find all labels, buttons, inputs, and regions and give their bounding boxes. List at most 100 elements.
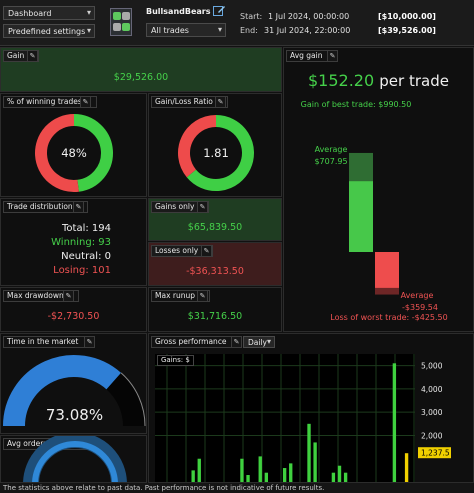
end-date: 31 Jul 2024, 22:00:00: [264, 26, 351, 35]
winning-trades: Winning: 93: [51, 237, 111, 248]
gain-bar: [197, 458, 201, 482]
gain-bar: [343, 472, 348, 482]
time-in-market-rest: [106, 372, 145, 427]
max-runup-panel: Max runup ✎ $31,716.50: [148, 287, 282, 332]
panel-title: % of winning trades: [3, 96, 97, 108]
gross-performance-chart: 2,000 3,000 4,000 5,000 1,237.5: [155, 354, 451, 482]
panel-title: Gain/Loss Ratio: [151, 96, 228, 108]
average-loss-label: Average: [401, 291, 434, 300]
chevron-down-icon: ▾: [86, 26, 91, 35]
panel-title: Losses only: [151, 245, 214, 257]
avg-orders-panel: Avg orders exec/day ✎: [0, 435, 147, 483]
gross-performance-panel: Gross performance ✎ Daily ▾ 2,000 3,000 4,…: [148, 333, 474, 483]
avg-orders-gauge: [23, 436, 127, 482]
time-in-market-value: 73.08%: [45, 406, 104, 424]
worst-trade-bar: [375, 287, 399, 295]
y-tick-label: 3,000: [421, 408, 443, 417]
gain-bar: [240, 458, 244, 482]
last-value-label: 1,237.5: [421, 449, 450, 458]
pin-icon[interactable]: ✎: [197, 201, 208, 213]
panel-title: Max runup: [151, 290, 210, 302]
total-trades: Total: 194: [62, 223, 111, 234]
disclaimer: The statistics above relate to past data…: [0, 483, 474, 493]
gain-loss-value: 1.81: [203, 146, 229, 160]
gain-bar: [313, 442, 317, 482]
panel-title: Gains only: [151, 201, 210, 213]
view-select[interactable]: Dashboard ▾: [3, 6, 95, 20]
start-label: Start:: [240, 12, 263, 21]
avg-gain-panel: Avg gain ✎ $152.20 per trade Gain of bes…: [283, 47, 474, 332]
losing-trades: Losing: 101: [53, 265, 111, 276]
gain-bar: [404, 453, 409, 482]
gain-bar: [258, 456, 262, 482]
trade-distribution-panel: Trade distribution ✎ Total: 194 Winning:…: [0, 198, 147, 286]
average-loss-bar: [375, 252, 399, 288]
time-in-market-fill: [3, 355, 122, 427]
max-runup-value: $31,716.50: [187, 311, 243, 322]
average-win-value: $707.95: [314, 157, 347, 166]
win-percent-panel: % of winning trades ✎ 48%: [0, 93, 147, 197]
average-loss-value: -$359.54: [402, 303, 438, 312]
end-value: [$39,526.00]: [378, 26, 436, 35]
neutral-trades: Neutral: 0: [61, 251, 111, 262]
y-tick-label: 4,000: [421, 385, 443, 394]
strategy-icon[interactable]: [110, 8, 132, 36]
worst-trade-label: Loss of worst trade: -$425.50: [330, 313, 447, 322]
avg-gain-unit: per trade: [379, 72, 449, 90]
settings-select[interactable]: Predefined settings ▾: [3, 24, 95, 38]
gain-loss-ring: [178, 115, 254, 191]
pin-icon[interactable]: ✎: [201, 245, 212, 257]
pin-icon[interactable]: ✎: [27, 50, 38, 62]
gain-loss-ratio-panel: Gain/Loss Ratio ✎ 1.81: [148, 93, 282, 197]
trades-select[interactable]: All trades ▾: [146, 23, 226, 37]
pin-icon[interactable]: ✎: [327, 50, 338, 62]
gain-bar: [331, 472, 336, 482]
losses-only-value: -$36,313.50: [186, 266, 244, 277]
avg-gain-headline: $152.20 per trade: [308, 71, 449, 90]
max-drawdown-value: -$2,730.50: [47, 311, 100, 322]
y-tick-label: 2,000: [421, 431, 443, 440]
time-in-market-gauge: [3, 355, 146, 427]
chevron-down-icon: ▾: [266, 337, 271, 346]
pin-icon[interactable]: ✎: [84, 336, 95, 348]
gain-bar: [282, 468, 287, 482]
pin-icon[interactable]: ✎: [63, 290, 74, 302]
time-in-market-panel: Time in the market ✎ 73.08%: [0, 333, 147, 434]
best-trade-label: Gain of best trade: $990.50: [301, 100, 412, 109]
trades-select-value: All trades: [151, 26, 189, 35]
avg-gain-value: $152.20: [308, 71, 375, 90]
losing-arc: [35, 114, 79, 192]
gains-only-value: $65,839.50: [187, 222, 243, 233]
gain-bar: [337, 465, 342, 482]
panel-title: Trade distribution: [3, 201, 88, 213]
pin-icon[interactable]: ✎: [73, 201, 84, 213]
period-select[interactable]: Daily ▾: [243, 336, 275, 348]
gain-bar: [289, 463, 293, 482]
start-value: [$10,000.00]: [378, 12, 436, 21]
edit-icon[interactable]: [213, 4, 226, 17]
y-tick-label: 5,000: [421, 362, 443, 371]
average-win-bar: [349, 181, 373, 252]
gain-panel: Gain ✎ $29,526.00: [0, 47, 282, 92]
chevron-down-icon: ▾: [217, 25, 222, 34]
view-select-value: Dashboard: [8, 9, 52, 18]
winning-arc: [73, 114, 113, 192]
strategy-name: BullsandBears: [146, 7, 211, 16]
win-percent-ring: [35, 114, 113, 192]
pin-icon[interactable]: ✎: [215, 96, 226, 108]
losing-arc: [178, 115, 217, 178]
series-label: Gains: $: [157, 355, 194, 366]
last-value-badge: [418, 447, 451, 459]
pin-icon[interactable]: ✎: [231, 336, 242, 348]
gain-bar: [264, 472, 269, 482]
gain-bar: [392, 363, 397, 482]
settings-select-value: Predefined settings: [8, 27, 86, 36]
period-select-value: Daily: [248, 338, 267, 347]
pin-icon[interactable]: ✎: [197, 290, 208, 302]
pin-icon[interactable]: ✎: [80, 96, 91, 108]
average-win-label: Average: [315, 145, 348, 154]
end-label: End:: [240, 26, 258, 35]
chevron-down-icon: ▾: [86, 8, 91, 17]
avg-gain-chart: Gain of best trade: $990.50 Average $707…: [301, 100, 448, 322]
